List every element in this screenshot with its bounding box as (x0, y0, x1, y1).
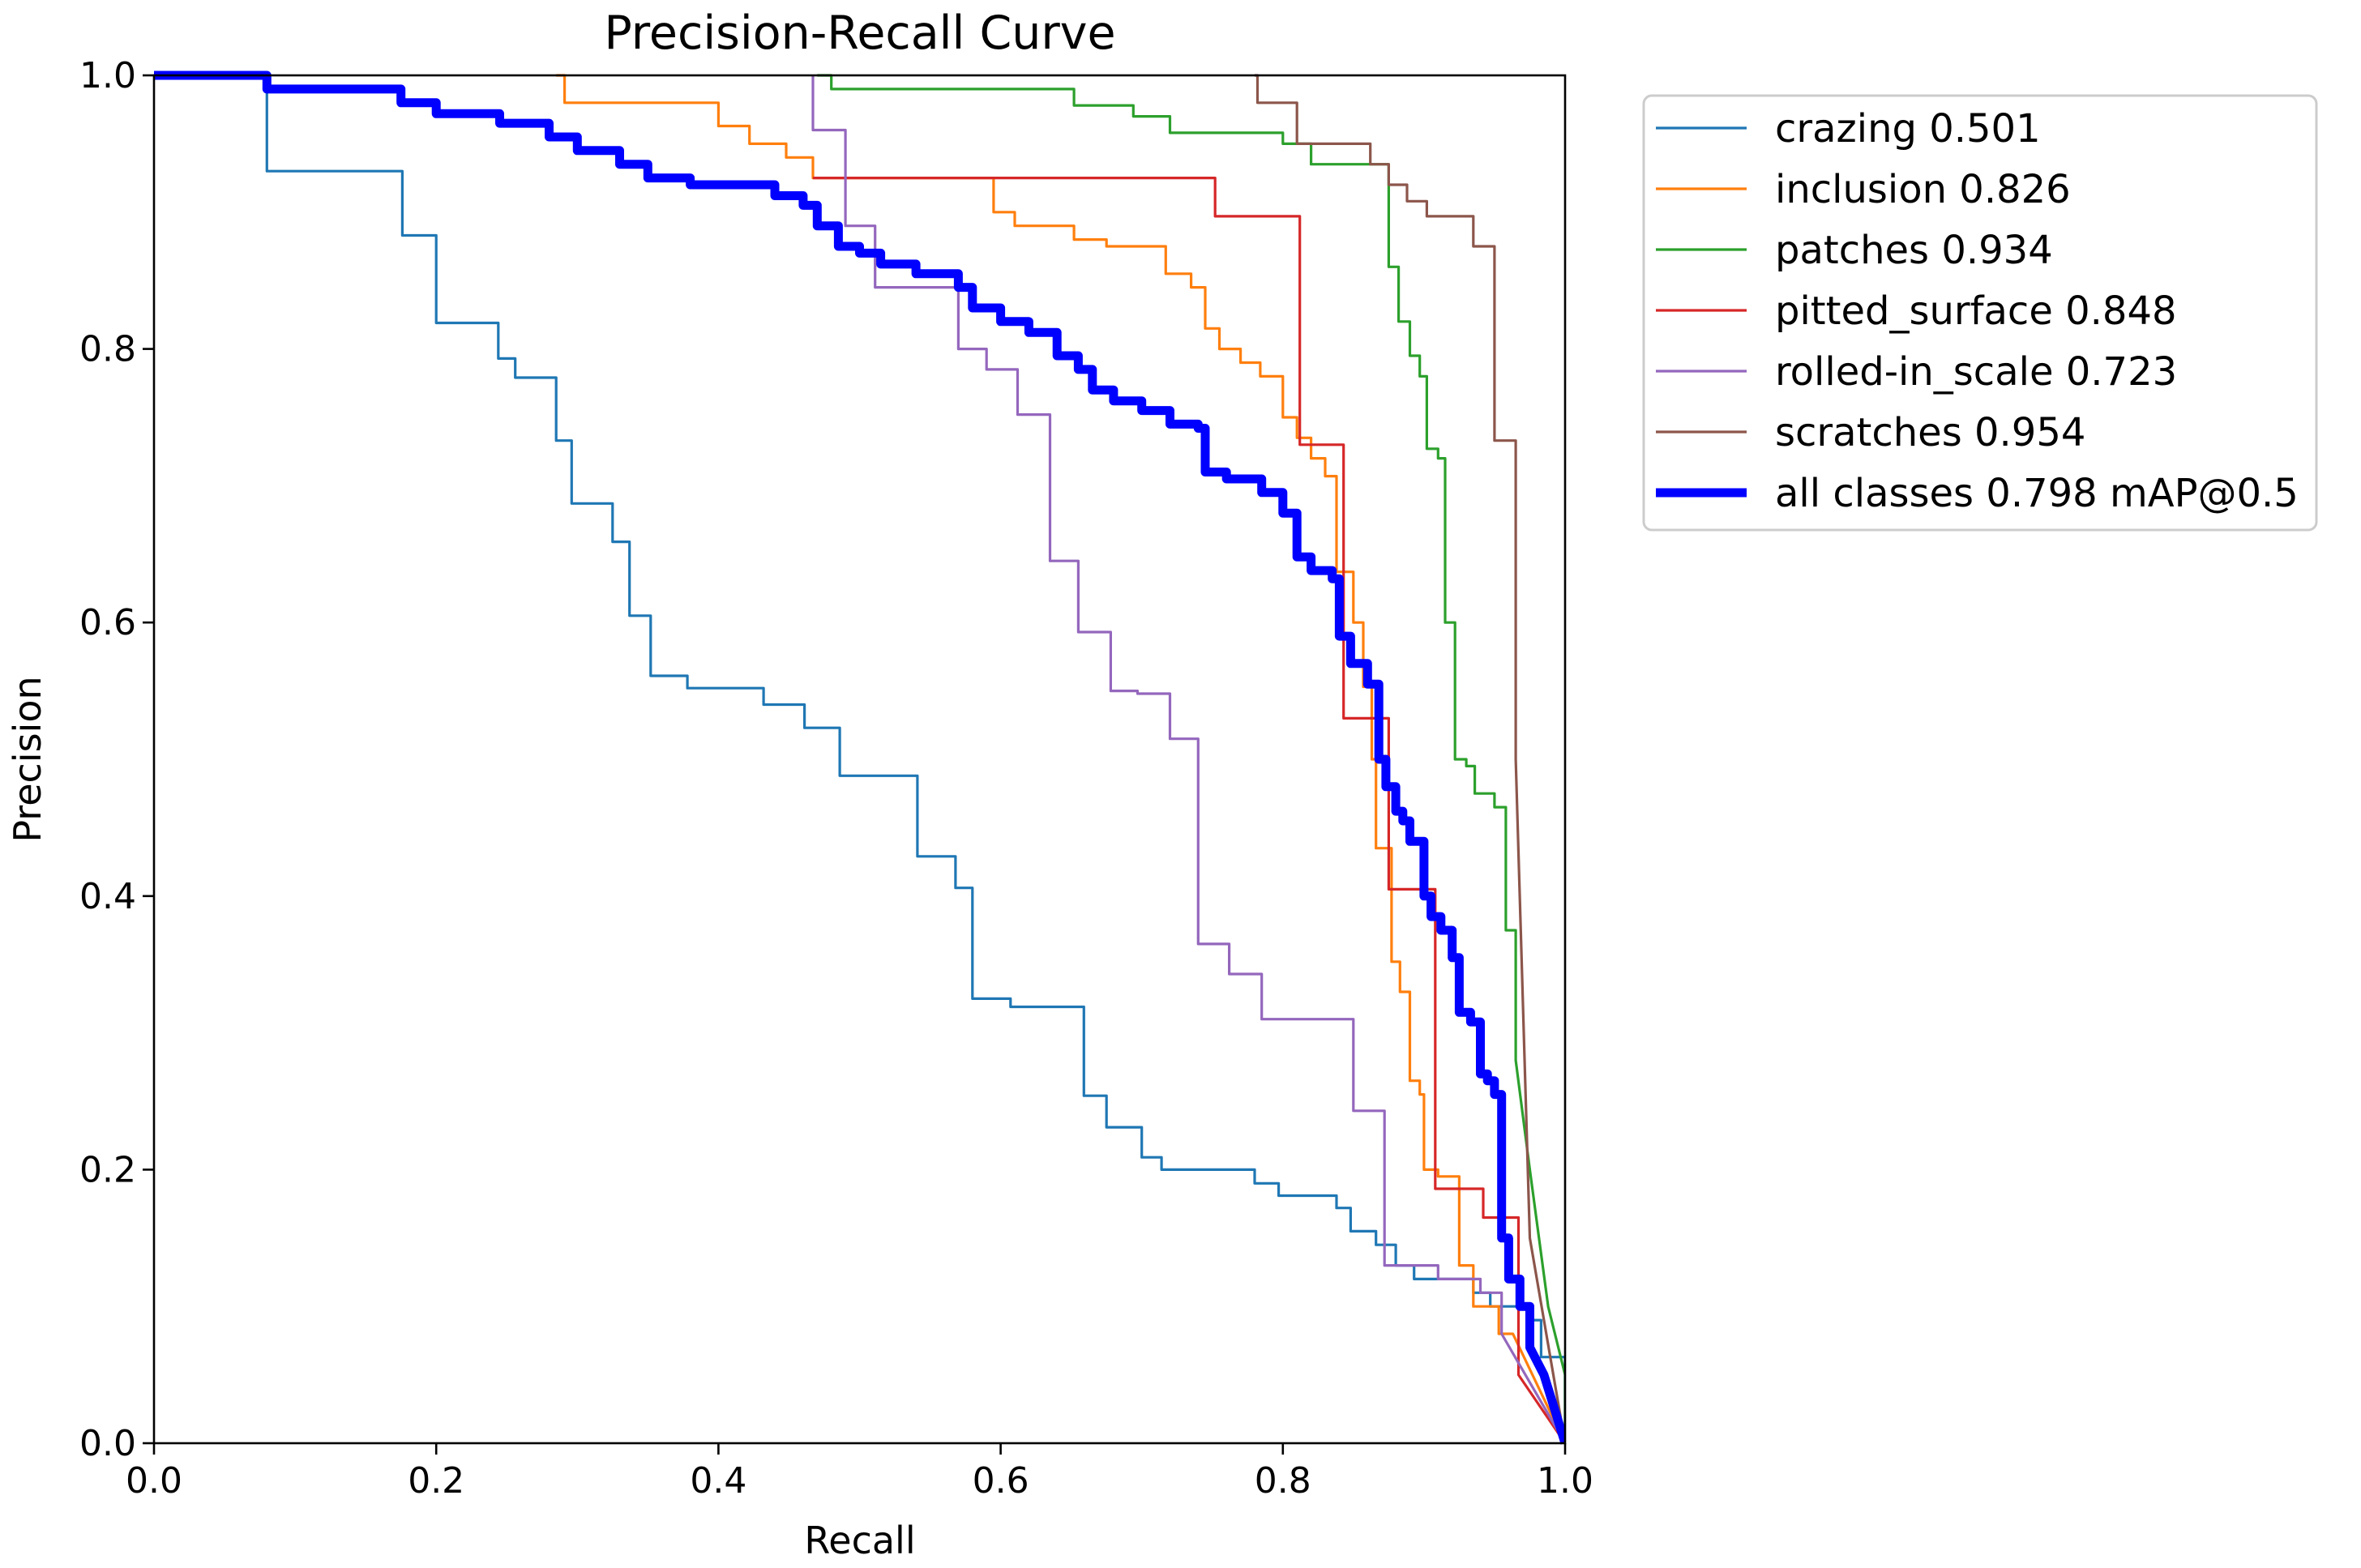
legend-label-5: scratches 0.954 (1775, 410, 2085, 455)
plot-lines (154, 70, 1565, 1445)
series-line-5 (1255, 74, 1565, 1444)
x-tick-label: 0.6 (973, 1460, 1029, 1502)
series-line-4 (811, 75, 1565, 1444)
y-tick-label: 0.0 (79, 1423, 136, 1464)
legend-label-0: crazing 0.501 (1775, 106, 2041, 152)
x-tick-label: 1.0 (1537, 1460, 1593, 1502)
x-axis-label: Recall (804, 1519, 915, 1562)
x-tick-label: 0.8 (1255, 1460, 1311, 1502)
legend-label-3: pitted_surface 0.848 (1775, 288, 2177, 334)
x-tick-label: 0.4 (690, 1460, 746, 1502)
chart-title: Precision-Recall Curve (604, 6, 1115, 60)
y-tick-label: 1.0 (79, 55, 136, 96)
x-tick-label: 0.0 (126, 1460, 182, 1502)
series-line-1 (556, 74, 1565, 1444)
legend: crazing 0.501 inclusion 0.826 patches 0.93… (1642, 94, 2318, 532)
legend-frame (1642, 94, 2318, 532)
legend-label-2: patches 0.934 (1775, 228, 2053, 273)
legend-label-4: rolled-in_scale 0.723 (1775, 349, 2177, 395)
y-axis-label: Precision (6, 676, 49, 842)
legend-items: crazing 0.501 inclusion 0.826 patches 0.93… (1656, 106, 2299, 516)
legend-label-6: all classes 0.798 mAP@0.5 (1775, 471, 2299, 516)
x-axis: 0.0 0.2 0.4 0.6 0.8 1.0 (126, 1443, 1593, 1502)
y-tick-label: 0.2 (79, 1149, 136, 1190)
y-axis: 0.0 0.2 0.4 0.6 0.8 1.0 (79, 55, 154, 1464)
y-tick-label: 0.6 (79, 602, 136, 643)
y-tick-label: 0.4 (79, 876, 136, 917)
x-tick-label: 0.2 (408, 1460, 464, 1502)
y-tick-label: 0.8 (79, 329, 136, 370)
plot-frame (152, 74, 1567, 1445)
series-line-2 (817, 74, 1565, 1443)
series-line-6 (154, 70, 1565, 1445)
legend-label-1: inclusion 0.826 (1775, 167, 2071, 212)
